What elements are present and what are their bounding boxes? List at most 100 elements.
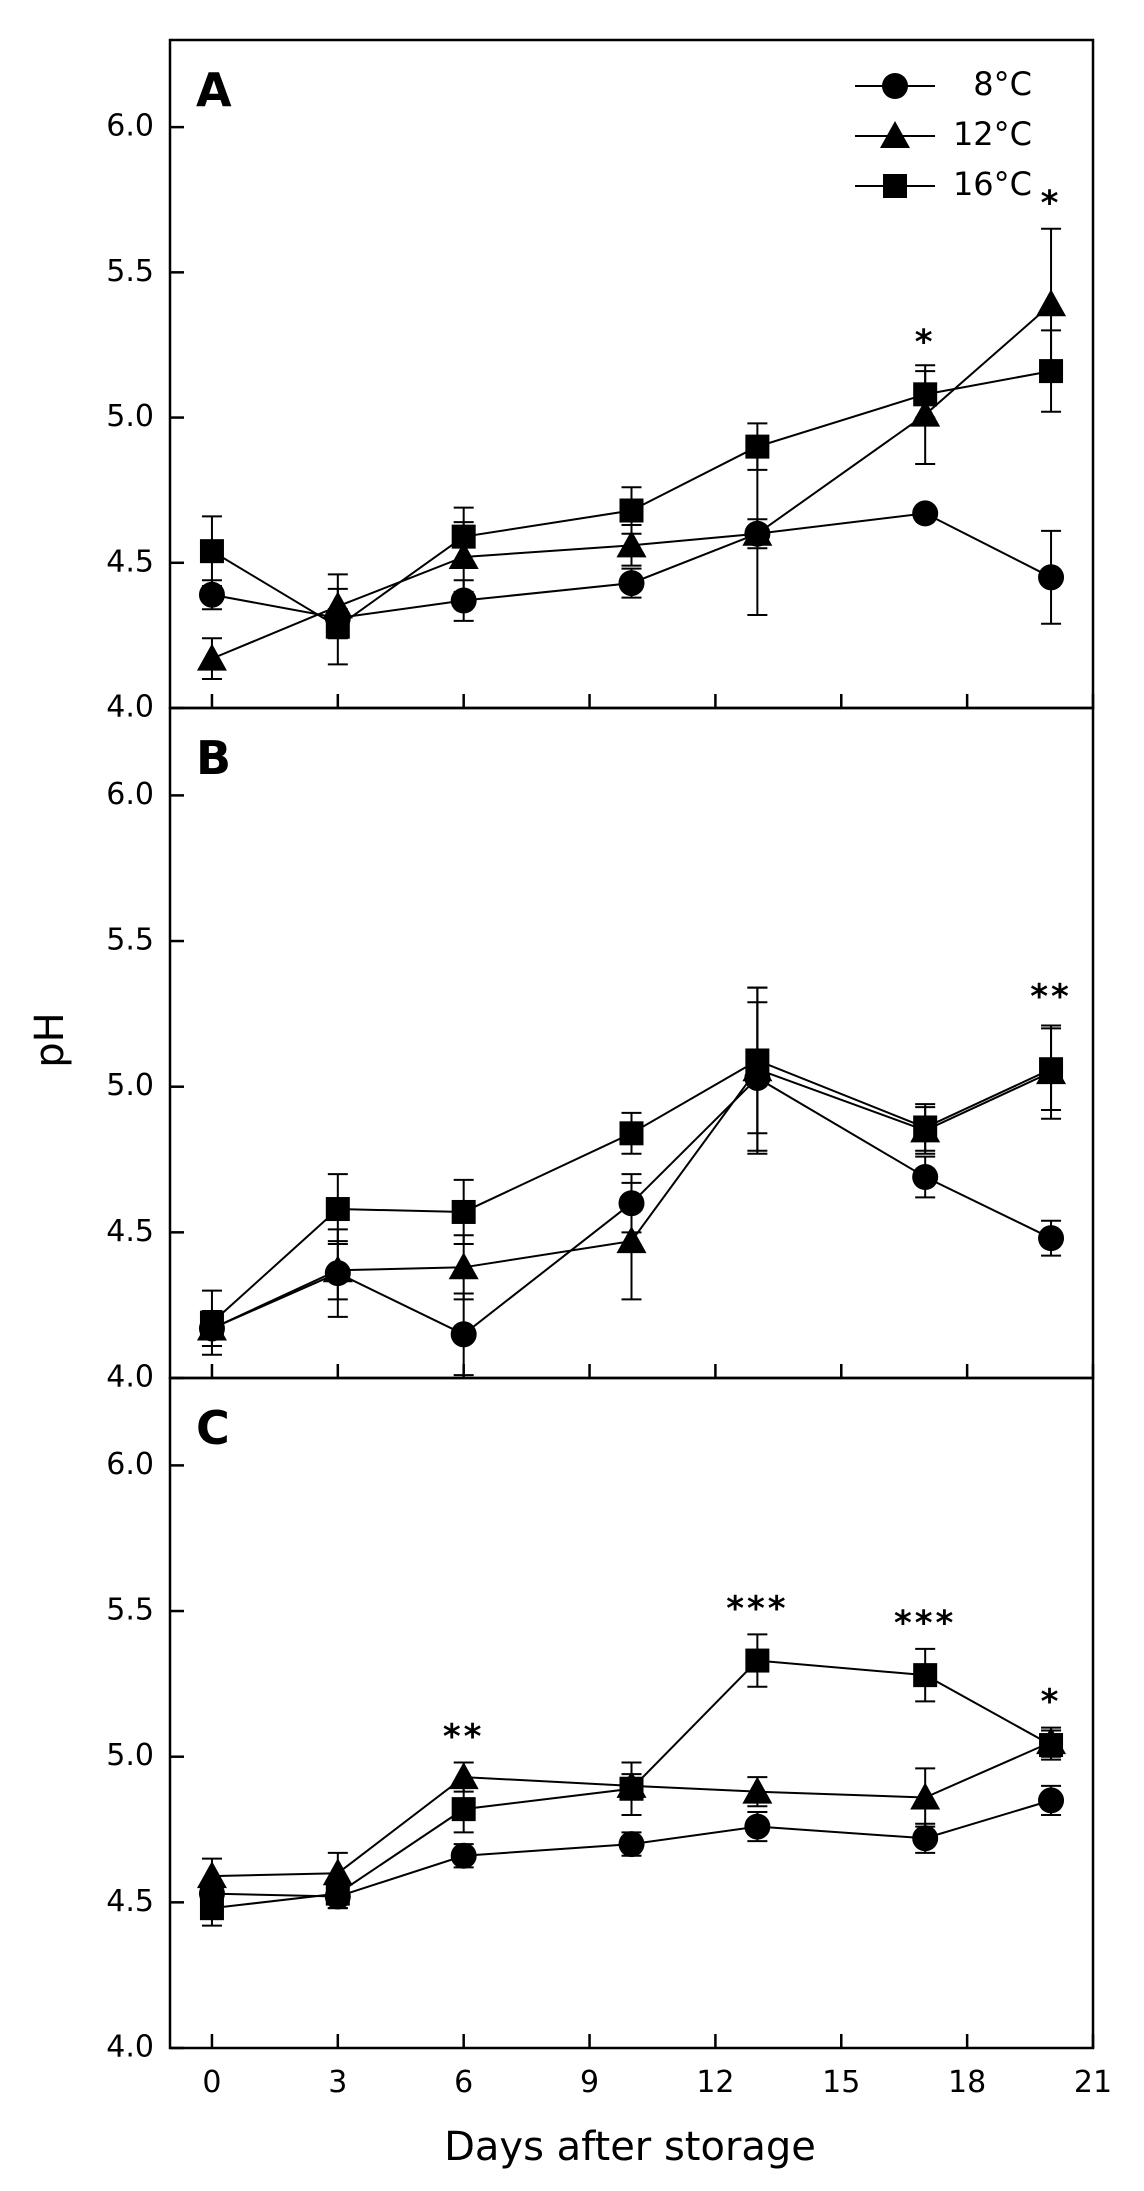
- y-axis-title: pH: [27, 1012, 73, 1067]
- data-point-triangle: [196, 643, 227, 671]
- y-tick-label: 6.0: [106, 777, 154, 812]
- data-point-circle: [912, 1164, 939, 1190]
- x-tick-label: 3: [328, 2065, 347, 2100]
- x-tick-label: 18: [948, 2065, 986, 2100]
- panel-c: 4.04.55.05.56.00 3 6 9 12 15 18 21C***** ****: [106, 1376, 1112, 2100]
- data-point-square: [325, 1197, 350, 1222]
- data-point-triangle: [322, 591, 353, 619]
- data-point-circle: [450, 587, 477, 614]
- data-point-square: [913, 382, 938, 407]
- data-point-triangle: [742, 1776, 773, 1804]
- panel-a: 4.0 4.5 5.0 5.5 6.0 A * *: [106, 38, 1095, 725]
- data-point-triangle: [910, 399, 941, 427]
- y-tick-label: 5.5: [106, 923, 154, 958]
- significance-annotation: ***: [726, 1589, 788, 1629]
- data-point-triangle: [742, 518, 773, 546]
- data-point-square: [1039, 359, 1064, 384]
- data-point-square: [619, 1776, 644, 1801]
- x-tick-label: 6: [454, 2065, 473, 2100]
- y-tick-label: 4.5: [106, 544, 154, 579]
- data-point-triangle: [448, 1762, 479, 1790]
- legend-marker-triangle: [880, 121, 910, 148]
- panels: 4.04.55.05.56.0A**4.04.55.05.56.0B**4.04…: [106, 38, 1112, 2100]
- legend-label: 16°C: [953, 165, 1032, 203]
- x-tick-label: 9: [580, 2065, 599, 2100]
- legend-entry: 12°C: [855, 115, 1032, 153]
- data-point-square: [913, 1115, 938, 1140]
- data-point-circle: [618, 570, 645, 597]
- y-tick-label: 4.0: [106, 2030, 154, 2065]
- data-point-circle: [912, 1825, 939, 1852]
- data-point-circle: [618, 1831, 645, 1858]
- y-tick-label: 6.0: [106, 1447, 154, 1482]
- data-point-square: [1039, 1733, 1064, 1758]
- data-point-square: [745, 1648, 770, 1673]
- panel-letter: C: [196, 1401, 230, 1455]
- panel-letter: A: [196, 63, 232, 117]
- data-point-square: [199, 1896, 224, 1921]
- y-tick-label: 5.0: [106, 1068, 154, 1103]
- data-point-circle: [1038, 564, 1065, 591]
- data-point-square: [745, 1048, 770, 1073]
- data-point-triangle: [196, 1861, 227, 1889]
- data-point-circle: [1038, 1225, 1065, 1252]
- data-point-square: [325, 614, 350, 639]
- y-tick-label: 4.0: [106, 690, 154, 725]
- data-point-triangle: [322, 1858, 353, 1886]
- legend: 8°C 12°C 16°C: [855, 65, 1032, 203]
- y-tick-label: 4.5: [106, 1214, 154, 1249]
- data-point-circle: [450, 1842, 477, 1869]
- data-point-circle: [912, 500, 939, 527]
- x-tick-label: 12: [696, 2065, 734, 2100]
- data-point-square: [199, 1310, 224, 1335]
- significance-annotation: *: [915, 323, 936, 363]
- data-point-triangle: [1036, 289, 1067, 317]
- data-point-triangle: [910, 1782, 941, 1810]
- y-tick-label: 5.5: [106, 254, 154, 289]
- x-tick-label: 21: [1074, 2065, 1112, 2100]
- data-point-circle: [450, 1321, 477, 1348]
- significance-annotation: **: [1030, 977, 1072, 1017]
- data-point-square: [451, 524, 476, 549]
- data-point-triangle: [616, 1226, 647, 1254]
- legend-marker-circle: [882, 73, 908, 99]
- data-point-square: [745, 434, 770, 459]
- data-point-square: [451, 1199, 476, 1224]
- data-point-triangle: [322, 1255, 353, 1283]
- data-point-triangle: [616, 530, 647, 558]
- legend-marker-square: [883, 174, 907, 198]
- legend-entry: 8°C: [855, 65, 1032, 103]
- data-point-circle: [1038, 1787, 1065, 1814]
- data-point-square: [913, 1663, 938, 1688]
- y-tick-label: 4.0: [106, 1360, 154, 1395]
- x-tick-label: 15: [822, 2065, 860, 2100]
- y-tick-label: 5.5: [106, 1593, 154, 1628]
- significance-annotation: *: [1041, 183, 1062, 223]
- y-tick-label: 5.0: [106, 1738, 154, 1773]
- legend-label: 8°C: [973, 65, 1032, 103]
- data-point-circle: [198, 581, 225, 608]
- data-point-triangle: [448, 541, 479, 569]
- y-tick-label: 4.5: [106, 1884, 154, 1919]
- significance-annotation: *: [1041, 1682, 1062, 1722]
- data-point-square: [199, 539, 224, 564]
- y-tick-label: 5.0: [106, 399, 154, 434]
- legend-label: 12°C: [953, 115, 1032, 153]
- significance-annotation: **: [443, 1717, 485, 1757]
- data-point-square: [451, 1797, 476, 1822]
- x-axis-title: Days after storage: [444, 2124, 816, 2170]
- significance-annotation: ***: [894, 1603, 956, 1643]
- panel-letter: B: [196, 731, 231, 785]
- data-point-circle: [744, 1813, 771, 1840]
- data-point-square: [325, 1881, 350, 1906]
- data-point-square: [619, 1121, 644, 1146]
- panel-b: 4.0 4.5 5.0 5.5 6.0 B **: [106, 706, 1095, 1395]
- data-point-triangle: [448, 1252, 479, 1280]
- data-point-square: [619, 498, 644, 523]
- data-point-square: [1039, 1057, 1064, 1082]
- y-tick-label: 6.0: [106, 109, 154, 144]
- legend-entry: 16°C: [855, 165, 1032, 203]
- plot-frame-c: [168, 1376, 1095, 2050]
- x-tick-label: 0: [202, 2065, 221, 2100]
